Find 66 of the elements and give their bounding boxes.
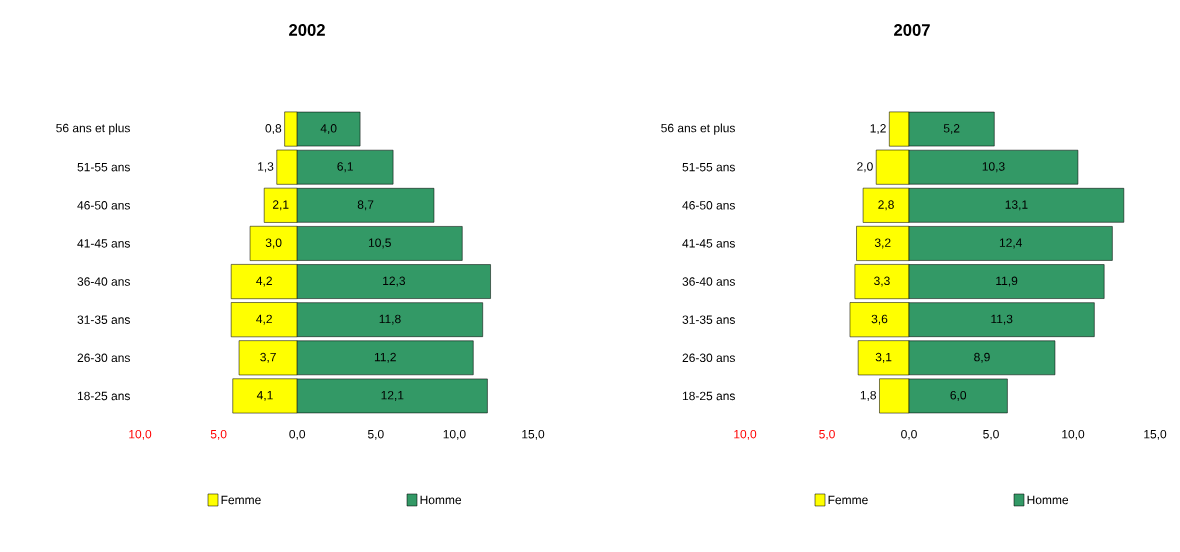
legend-label: Femme: [828, 495, 868, 505]
y-tick-label: 31-35 ans: [77, 315, 130, 324]
data-label: 1,8: [860, 390, 877, 401]
data-label: 11,3: [991, 314, 1013, 325]
data-label: 8,9: [974, 352, 990, 363]
data-label: 2,0: [857, 162, 873, 173]
data-label: 13,1: [1005, 200, 1028, 211]
data-label: 5,2: [943, 124, 960, 135]
data-label: 3,2: [874, 238, 891, 249]
y-tick-label: 26-30 ans: [77, 353, 130, 363]
legend-label: Femme: [221, 495, 261, 505]
data-label: 4,1: [256, 391, 273, 401]
x-tick-label: 5,0: [210, 429, 227, 440]
data-label: 10,5: [368, 238, 391, 249]
y-tick-label: 51-55 ans: [77, 162, 130, 172]
data-label: 4,0: [320, 124, 337, 135]
data-label: 11,8: [379, 314, 401, 325]
data-label: 12,1: [381, 390, 404, 401]
x-tick-label: 0,0: [289, 429, 306, 440]
data-label: 3,0: [265, 238, 282, 249]
y-tick-label: 26-30 ans: [682, 353, 735, 363]
data-label: 12,3: [383, 276, 406, 287]
data-label: 1,3: [258, 162, 274, 173]
x-tick-label: 10,0: [1062, 429, 1085, 440]
data-label: 6,0: [950, 390, 967, 401]
y-tick-label: 46-50 ans: [682, 201, 735, 210]
x-tick-label: 5,0: [367, 429, 384, 440]
x-tick-label: 10,0: [734, 429, 757, 440]
chart-title: 2002: [289, 24, 325, 36]
y-tick-label: 56 ans et plus: [661, 123, 735, 135]
data-label: 8,7: [357, 200, 374, 211]
data-label: 3,7: [260, 352, 276, 363]
data-label: 3,3: [874, 276, 890, 287]
y-tick-label: 41-45 ans: [682, 239, 735, 248]
data-label: 12,4: [999, 238, 1022, 249]
x-tick-label: 15,0: [1144, 429, 1167, 440]
data-label: 2,8: [878, 200, 894, 211]
data-label: 2,1: [272, 200, 289, 211]
y-tick-label: 36-40 ans: [682, 277, 735, 286]
x-tick-label: 15,0: [522, 429, 545, 440]
data-label: 1,2: [870, 124, 886, 135]
legend-label: Homme: [1027, 495, 1069, 505]
x-tick-label: 5,0: [983, 429, 999, 440]
x-tick-label: 10,0: [129, 429, 152, 440]
y-tick-label: 46-50 ans: [77, 201, 130, 210]
data-label: 4,2: [256, 276, 272, 287]
data-label: 6,1: [337, 162, 353, 173]
data-label: 3,6: [871, 314, 888, 325]
data-label: 0,8: [265, 124, 282, 135]
x-tick-label: 0,0: [901, 429, 917, 440]
data-label: 11,2: [374, 352, 396, 363]
y-tick-label: 36-40 ans: [77, 277, 130, 286]
x-tick-label: 10,0: [443, 429, 466, 440]
x-tick-label: 5,0: [819, 429, 835, 440]
y-tick-label: 51-55 ans: [682, 162, 735, 172]
y-tick-label: 41-45 ans: [77, 239, 130, 248]
y-tick-label: 56 ans et plus: [56, 123, 130, 135]
data-label: 3,1: [875, 352, 892, 363]
y-tick-label: 18-25 ans: [682, 391, 735, 401]
data-label: 10,3: [982, 162, 1005, 173]
y-tick-label: 31-35 ans: [682, 315, 735, 324]
data-label: 4,2: [256, 314, 272, 325]
chart-title: 2007: [894, 24, 930, 36]
y-tick-label: 18-25 ans: [77, 391, 130, 401]
legend-label: Homme: [420, 495, 462, 505]
data-label: 11,9: [996, 276, 1018, 287]
